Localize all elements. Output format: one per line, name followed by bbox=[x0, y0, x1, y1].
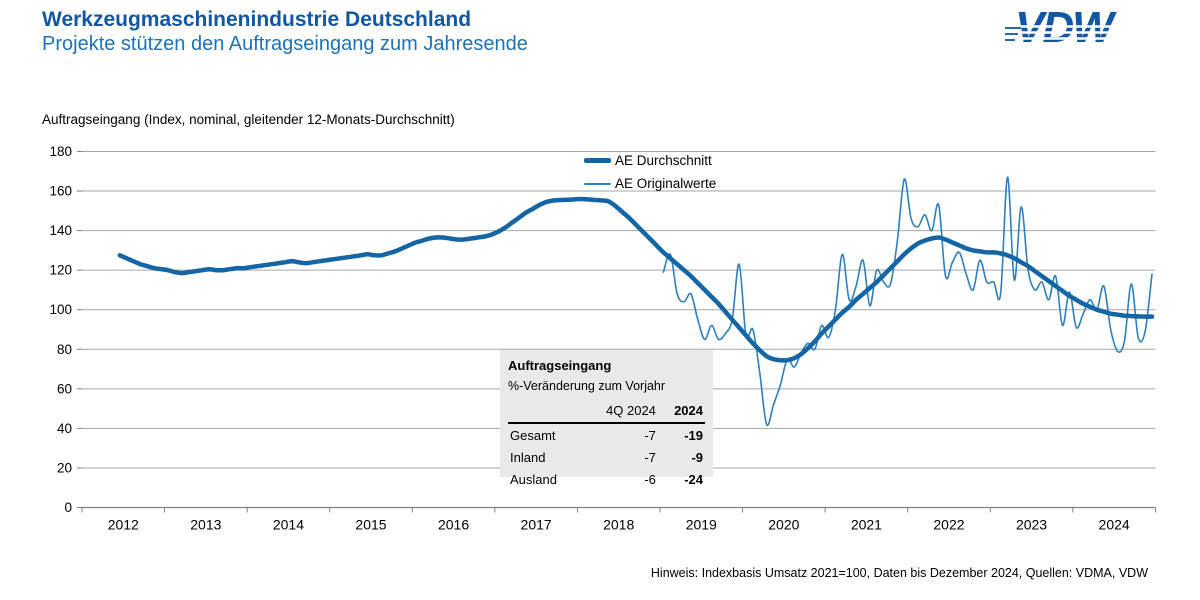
svg-text:2014: 2014 bbox=[273, 517, 304, 533]
row-year-value: -9 bbox=[691, 450, 703, 465]
svg-text:2013: 2013 bbox=[190, 517, 221, 533]
svg-text:2024: 2024 bbox=[1099, 517, 1130, 533]
inset-data-table: 4Q 2024 2024 Gesamt -7 -19 Inland -7 -9 … bbox=[508, 403, 705, 490]
svg-text:60: 60 bbox=[57, 381, 72, 396]
table-row: Ausland -6 -24 bbox=[508, 468, 705, 490]
row-label: Gesamt bbox=[510, 428, 556, 443]
inset-col-empty bbox=[508, 403, 581, 424]
legend-label: AE Originalwerte bbox=[615, 176, 717, 191]
svg-text:2022: 2022 bbox=[933, 517, 964, 533]
svg-text:2018: 2018 bbox=[603, 517, 634, 533]
page-subtitle: Projekte stützen den Auftragseingang zum… bbox=[42, 33, 528, 55]
series-line-ae-durchschnitt bbox=[117, 196, 1155, 363]
svg-text:20: 20 bbox=[57, 460, 72, 475]
svg-text:160: 160 bbox=[49, 184, 72, 199]
legend-line-thin bbox=[584, 182, 611, 185]
svg-text:2017: 2017 bbox=[521, 517, 552, 533]
page-title: Werkzeugmaschinenindustrie Deutschland bbox=[42, 8, 472, 31]
row-year-value: -24 bbox=[684, 472, 703, 487]
source-note: Hinweis: Indexbasis Umsatz 2021=100, Dat… bbox=[650, 566, 1148, 580]
svg-text:40: 40 bbox=[57, 421, 72, 436]
row-q4-value: -6 bbox=[644, 472, 656, 487]
vdw-logo-graphic: VDW bbox=[1005, 3, 1145, 52]
svg-text:80: 80 bbox=[57, 342, 72, 357]
svg-text:2020: 2020 bbox=[768, 517, 799, 533]
legend-item-originalwerte: AE Originalwerte bbox=[584, 172, 716, 195]
vdw-logo-text: VDW bbox=[1015, 4, 1117, 52]
svg-text:2016: 2016 bbox=[438, 517, 469, 533]
legend-line-thick bbox=[584, 158, 611, 163]
inset-title: Auftragseingang bbox=[508, 358, 612, 373]
inset-col-q4: 4Q 2024 bbox=[580, 403, 658, 424]
inset-col-year: 2024 bbox=[657, 403, 705, 424]
svg-text:180: 180 bbox=[49, 144, 72, 159]
svg-text:2021: 2021 bbox=[851, 517, 882, 533]
series-line-ae-originalwerte bbox=[662, 176, 1153, 427]
row-label: Inland bbox=[510, 450, 546, 465]
row-label: Ausland bbox=[510, 472, 557, 487]
y-axis-caption: Auftragseingang (Index, nominal, gleiten… bbox=[42, 112, 455, 127]
legend-label: AE Durchschnitt bbox=[615, 153, 712, 168]
svg-text:120: 120 bbox=[49, 263, 72, 278]
row-q4-value: -7 bbox=[644, 450, 656, 465]
svg-text:0: 0 bbox=[64, 500, 72, 515]
svg-text:2023: 2023 bbox=[1016, 517, 1047, 533]
svg-text:100: 100 bbox=[49, 302, 72, 317]
svg-text:2019: 2019 bbox=[686, 517, 717, 533]
chart-legend: AE Durchschnitt AE Originalwerte bbox=[584, 149, 716, 195]
legend-item-durchschnitt: AE Durchschnitt bbox=[584, 149, 716, 172]
inset-subtitle: %-Veränderung zum Vorjahr bbox=[508, 379, 666, 393]
svg-text:2015: 2015 bbox=[355, 517, 386, 533]
inset-table: Auftragseingang %-Veränderung zum Vorjah… bbox=[500, 350, 713, 487]
table-row: Inland -7 -9 bbox=[508, 446, 705, 468]
table-row: Gesamt -7 -19 bbox=[508, 423, 705, 446]
vdw-logo: VDW bbox=[1005, 3, 1145, 52]
row-year-value: -19 bbox=[684, 428, 703, 443]
row-q4-value: -7 bbox=[644, 428, 656, 443]
svg-text:2012: 2012 bbox=[108, 517, 139, 533]
svg-text:140: 140 bbox=[49, 223, 72, 238]
